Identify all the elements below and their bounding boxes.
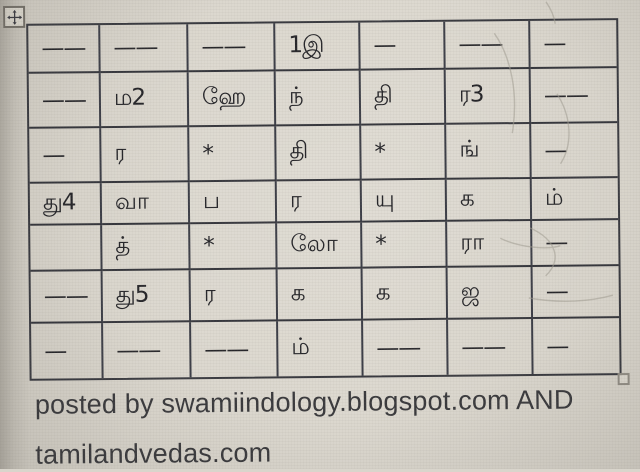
table-cell[interactable]: 1இ	[275, 23, 360, 72]
table-cell[interactable]: ப	[190, 181, 277, 224]
table-cell[interactable]: —	[532, 220, 618, 267]
table-resize-handle[interactable]	[618, 373, 630, 385]
table-cell[interactable]: து5	[103, 270, 191, 323]
table-cell[interactable]: ——	[188, 23, 275, 72]
table-cell[interactable]: ——	[28, 25, 100, 74]
table-cell[interactable]: ——	[29, 73, 102, 129]
table-cell[interactable]: தி	[276, 126, 362, 182]
table-cell[interactable]: ம2	[101, 72, 190, 128]
table-cell[interactable]: க	[278, 269, 363, 322]
table-cell[interactable]: *	[361, 125, 447, 181]
table-cell[interactable]: து4	[30, 183, 102, 226]
table-cell[interactable]: வா	[102, 182, 190, 225]
tamil-character-table: —— —— —— 1இ — —— — —— ம2 ஹே ந் தி ர3 —— …	[26, 18, 621, 381]
table-cell[interactable]: ——	[363, 320, 449, 376]
table-cell[interactable]: தி	[361, 70, 447, 126]
table-cell[interactable]: ர	[191, 269, 278, 322]
table-cell[interactable]: ங்	[446, 124, 532, 180]
table-cell[interactable]: *	[362, 222, 447, 269]
table-cell[interactable]: க	[447, 179, 532, 222]
table-cell[interactable]: *	[189, 126, 277, 182]
table-cell[interactable]: ——	[31, 271, 103, 324]
table-cell[interactable]: ——	[191, 321, 279, 377]
caption-line-2: tamilandvedas.com	[35, 436, 271, 470]
table-cell[interactable]	[30, 225, 102, 272]
table-cell[interactable]: யு	[362, 180, 447, 223]
table-cell[interactable]: ——	[448, 319, 534, 375]
table-cell[interactable]: ——	[531, 68, 618, 124]
move-arrows-icon	[7, 9, 22, 24]
table-cell[interactable]: ரா	[447, 221, 532, 268]
table-cell[interactable]: ——	[103, 322, 192, 378]
table-move-handle[interactable]	[3, 6, 25, 28]
table-cell[interactable]: —	[533, 318, 620, 374]
table-cell[interactable]: ஹே	[189, 71, 277, 127]
table-cell[interactable]: க	[363, 268, 448, 321]
caption-line-1: posted by swamiindology.blogspot.com AND	[35, 384, 574, 421]
table-cell[interactable]: ர3	[446, 69, 532, 125]
table-cell[interactable]: ——	[445, 21, 530, 70]
table-cell[interactable]: லோ	[277, 223, 362, 270]
table-cell[interactable]: ர	[277, 181, 362, 224]
table-cell[interactable]: ஜ	[448, 267, 533, 320]
table-cell[interactable]: ம்	[278, 321, 364, 377]
table-cell[interactable]: —	[29, 128, 102, 184]
table-cell[interactable]: த்	[102, 224, 190, 271]
table-cell[interactable]: ம்	[532, 178, 618, 221]
table-cell[interactable]: —	[31, 323, 104, 379]
table-cell[interactable]: *	[190, 223, 277, 270]
table-cell[interactable]: —	[530, 20, 616, 69]
table-cell[interactable]: ——	[100, 24, 188, 73]
table-cell[interactable]: ந்	[276, 71, 362, 127]
table-cell[interactable]: —	[533, 266, 619, 319]
table-cell[interactable]: ர	[101, 127, 190, 183]
table-cell[interactable]: —	[360, 22, 445, 71]
table-cell[interactable]: —	[531, 123, 618, 179]
